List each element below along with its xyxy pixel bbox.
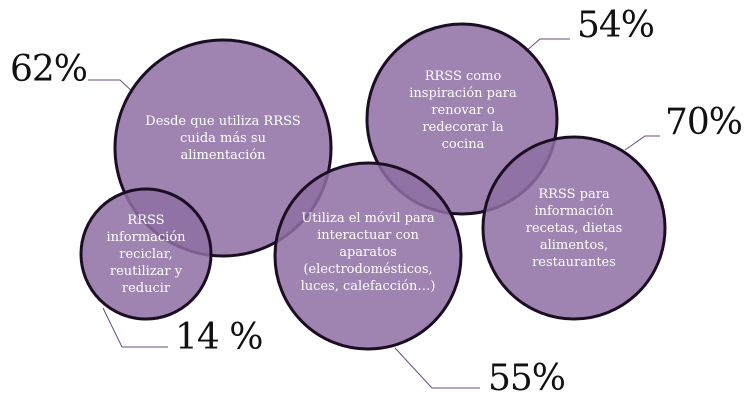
leader-line-movil bbox=[394, 347, 480, 389]
leader-line-reciclar bbox=[102, 307, 168, 348]
percentage-reciclar: 14 % bbox=[175, 317, 263, 358]
bubble-label-reciclar: RRSS información reciclar, reutilizar y … bbox=[106, 212, 186, 296]
leader-line-cocina bbox=[524, 38, 570, 53]
bubble-movil bbox=[273, 161, 463, 351]
percentage-recetas: 70% bbox=[665, 102, 743, 143]
percentage-alimentacion: 62% bbox=[10, 49, 88, 90]
bubble-recetas bbox=[481, 135, 667, 321]
bubble-label-alimentacion: Desde que utiliza RRSS cuida más su alim… bbox=[145, 113, 301, 163]
bubble-label-recetas: RRSS para información recetas, dietas al… bbox=[525, 186, 623, 270]
bubble-label-cocina: RRSS como inspiración para renovar o red… bbox=[409, 68, 517, 152]
bubble-reciclar bbox=[79, 187, 213, 321]
bubble-label-movil: Utiliza el móvil para interactuar con ap… bbox=[300, 210, 436, 294]
percentage-cocina: 54% bbox=[577, 5, 655, 46]
leader-line-recetas bbox=[624, 135, 660, 151]
leader-line-alimentacion bbox=[88, 79, 135, 94]
percentage-movil: 55% bbox=[488, 358, 566, 399]
